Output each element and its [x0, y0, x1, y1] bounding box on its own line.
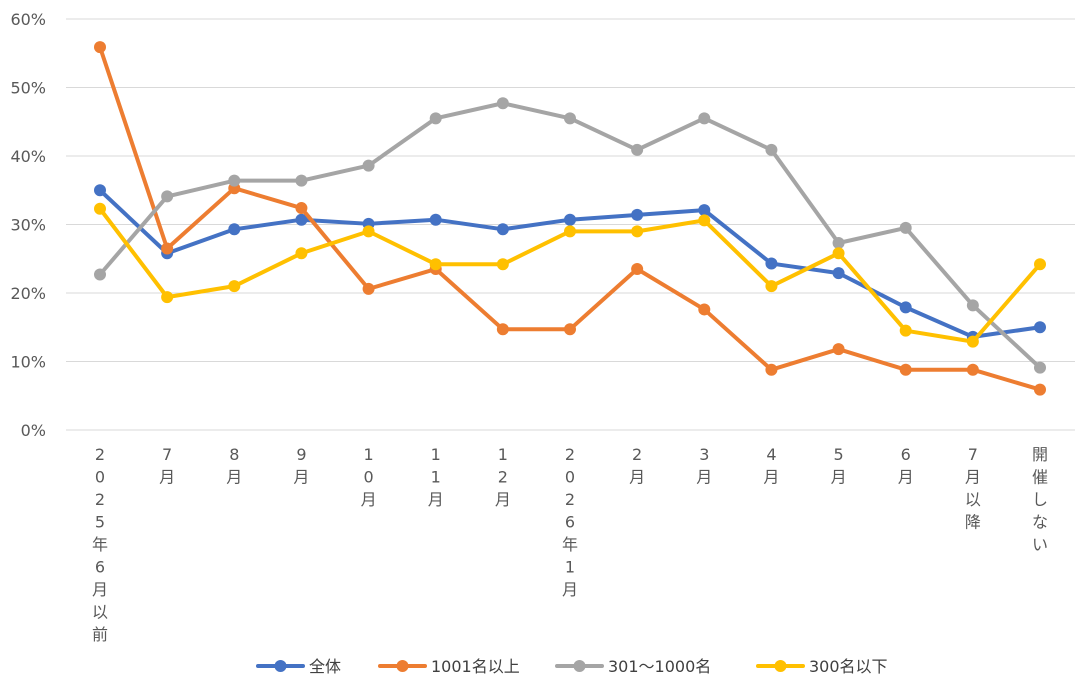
- data-point: [832, 247, 845, 260]
- data-point: [161, 190, 174, 203]
- data-point: [228, 174, 241, 187]
- series-4: [94, 202, 1046, 348]
- series-2: [94, 41, 1046, 396]
- data-point: [496, 258, 509, 271]
- x-tick-label: 2 0 2 5 年 6 月以前: [92, 445, 108, 644]
- data-point: [161, 291, 174, 304]
- data-point: [564, 112, 576, 125]
- legend-marker: [274, 660, 287, 672]
- legend-marker: [774, 660, 787, 672]
- data-point: [295, 174, 308, 187]
- data-point: [496, 223, 509, 236]
- data-point: [899, 221, 912, 234]
- legend-label: 1001名以上: [431, 657, 520, 676]
- data-point: [496, 97, 509, 110]
- y-tick-label: 50%: [10, 79, 46, 98]
- series-line: [98, 188, 1042, 339]
- series-1: [94, 184, 1046, 343]
- data-point: [832, 236, 845, 249]
- data-point: [295, 213, 308, 226]
- x-tick-label: 開催しない: [1032, 445, 1048, 554]
- data-point: [362, 225, 375, 238]
- data-point: [295, 247, 308, 260]
- data-point: [765, 280, 778, 293]
- data-point: [698, 112, 711, 125]
- data-point: [429, 112, 442, 125]
- data-point: [1034, 321, 1046, 334]
- data-point: [698, 204, 711, 217]
- legend: 全体 1001名以上 301～1000名 300名以下: [256, 657, 888, 676]
- data-point: [832, 343, 845, 356]
- x-axis: 2 0 2 5 年 6 月以前 7 月 8 月 9 月 1 0 月 1 1 月 1 2 月 2 0 2 6 年 1 月 2 月 3 月 4 月 5 月 6…: [92, 445, 1048, 644]
- y-tick-label: 20%: [10, 284, 46, 303]
- data-point: [564, 213, 576, 226]
- series-3: [94, 97, 1046, 374]
- data-point: [765, 143, 778, 156]
- data-point: [631, 225, 644, 238]
- legend-marker: [396, 660, 409, 672]
- data-point: [94, 41, 106, 54]
- data-point: [765, 363, 778, 376]
- data-point: [362, 159, 375, 172]
- data-point: [631, 208, 644, 221]
- data-point: [698, 303, 711, 316]
- legend-label: 300名以下: [809, 657, 888, 676]
- series-group: [94, 41, 1046, 396]
- y-tick-label: 40%: [10, 147, 46, 166]
- legend-label: 全体: [309, 657, 341, 676]
- data-point: [564, 225, 576, 238]
- legend-label: 301～1000名: [608, 657, 711, 676]
- data-point: [429, 213, 442, 226]
- data-point: [631, 143, 644, 156]
- data-point: [1034, 258, 1046, 271]
- y-tick-label: 10%: [10, 353, 46, 372]
- data-point: [899, 301, 912, 314]
- data-point: [899, 363, 912, 376]
- data-point: [161, 242, 174, 255]
- data-point: [966, 299, 979, 312]
- data-point: [362, 282, 375, 295]
- data-point: [228, 280, 241, 293]
- data-point: [966, 363, 979, 376]
- data-point: [1034, 383, 1046, 396]
- y-tick-label: 60%: [10, 10, 46, 29]
- y-tick-label: 0%: [21, 421, 46, 440]
- x-tick-label: 7 月以降: [965, 445, 981, 532]
- data-point: [765, 257, 778, 270]
- data-point: [496, 323, 509, 336]
- data-point: [966, 335, 979, 348]
- data-point: [94, 268, 106, 281]
- legend-item: 300名以下: [756, 657, 888, 676]
- y-axis: 0% 10% 20% 30% 40% 50% 60%: [10, 10, 46, 440]
- data-point: [631, 263, 644, 276]
- legend-item: 301～1000名: [555, 657, 711, 676]
- y-tick-label: 30%: [10, 216, 46, 235]
- data-point: [94, 184, 106, 197]
- legend-item: 1001名以上: [378, 657, 520, 676]
- data-point: [899, 324, 912, 337]
- data-point: [429, 258, 442, 271]
- data-point: [698, 214, 711, 227]
- data-point: [295, 202, 308, 215]
- data-point: [564, 323, 576, 336]
- data-point: [832, 267, 845, 280]
- data-point: [94, 202, 106, 215]
- data-point: [1034, 361, 1046, 374]
- data-point: [228, 223, 241, 236]
- legend-item: 全体: [256, 657, 341, 676]
- legend-marker: [573, 660, 586, 672]
